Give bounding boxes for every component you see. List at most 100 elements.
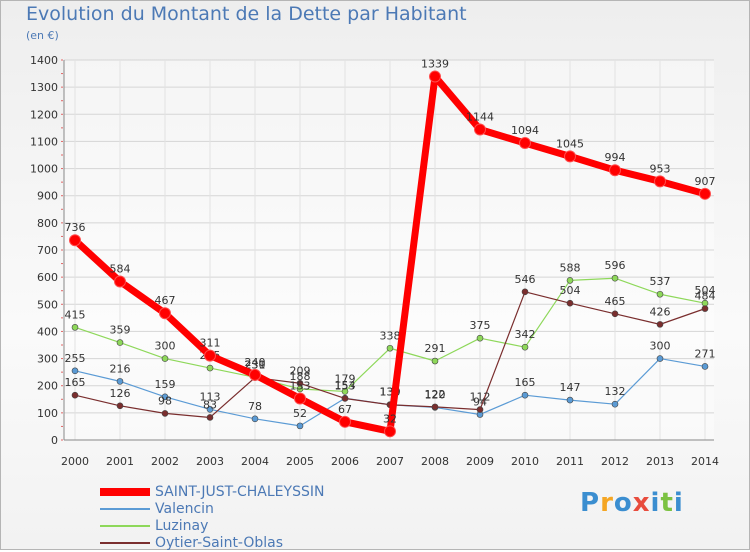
- data-label: 467: [155, 294, 176, 307]
- y-tick-label: 1100: [30, 135, 58, 148]
- data-label: 484: [695, 290, 716, 303]
- y-tick-label: 300: [37, 353, 58, 366]
- data-label: 122: [425, 388, 446, 401]
- data-point: [656, 355, 664, 362]
- y-tick-label: 1000: [30, 163, 58, 176]
- data-label: 120: [425, 388, 446, 401]
- legend-label: Luzinay: [155, 518, 209, 534]
- x-tick-label: 2005: [286, 455, 314, 468]
- data-label: 1144: [466, 110, 494, 123]
- data-point: [71, 391, 79, 399]
- data-label: 32: [383, 412, 397, 425]
- logo-letter: P: [580, 488, 601, 518]
- data-label: 230: [245, 359, 266, 372]
- data-point: [386, 344, 394, 352]
- legend-label: Oytier-Saint-Oblas: [155, 535, 284, 551]
- logo-letter: i: [673, 488, 684, 518]
- data-point: [521, 391, 529, 399]
- data-label: 147: [560, 381, 581, 394]
- data-point: [114, 275, 126, 288]
- data-point: [611, 274, 619, 282]
- data-label: 953: [650, 162, 671, 175]
- logo-letter: t: [660, 488, 674, 518]
- data-label: 342: [515, 328, 536, 341]
- data-point: [521, 343, 529, 351]
- data-label: 338: [380, 329, 401, 342]
- data-label: 375: [470, 319, 491, 332]
- x-tick-label: 2001: [106, 455, 134, 468]
- x-tick-label: 2008: [421, 455, 449, 468]
- data-label: 78: [248, 400, 262, 413]
- data-label: 165: [515, 376, 536, 389]
- data-point: [429, 70, 441, 83]
- data-point: [611, 310, 619, 318]
- data-label: 255: [65, 352, 86, 365]
- data-label: 153: [290, 379, 311, 392]
- legend-swatch: [100, 542, 150, 544]
- x-tick-label: 2002: [151, 455, 179, 468]
- chart-unit-label: (en €): [26, 29, 59, 42]
- data-label: 216: [110, 362, 131, 375]
- x-tick-label: 2007: [376, 455, 404, 468]
- data-point: [341, 395, 349, 402]
- data-label: 98: [158, 394, 172, 407]
- data-point: [611, 400, 619, 408]
- data-label: 596: [605, 259, 626, 272]
- data-label: 1339: [421, 58, 449, 71]
- data-point: [699, 187, 711, 200]
- data-label: 132: [605, 385, 626, 398]
- y-tick-label: 800: [37, 217, 58, 230]
- data-label: 240: [245, 356, 266, 369]
- y-tick-label: 100: [37, 407, 58, 420]
- data-point: [431, 403, 439, 411]
- data-label: 179: [335, 372, 356, 385]
- data-point: [69, 234, 81, 247]
- y-tick-label: 400: [37, 325, 58, 338]
- data-label: 271: [695, 347, 716, 360]
- data-point: [701, 363, 709, 370]
- data-point: [654, 175, 666, 188]
- data-point: [296, 379, 304, 387]
- data-point: [206, 406, 214, 413]
- data-point: [474, 123, 486, 136]
- data-point: [656, 290, 664, 298]
- data-point: [249, 368, 261, 381]
- data-point: [116, 339, 124, 346]
- data-point: [294, 392, 306, 405]
- chart-title: Evolution du Montant de la Dette par Hab…: [26, 3, 467, 25]
- data-point: [251, 415, 259, 423]
- x-tick-label: 2013: [646, 455, 674, 468]
- data-label: 426: [650, 305, 671, 318]
- logo-letter: x: [632, 488, 651, 518]
- data-label: 1045: [556, 137, 584, 150]
- data-point: [116, 402, 124, 410]
- legend-label: SAINT-JUST-CHALEYSSIN: [155, 484, 325, 500]
- legend-swatch: [100, 508, 150, 510]
- data-point: [161, 393, 169, 401]
- legend-swatch: [100, 488, 150, 496]
- data-label: 112: [470, 391, 491, 404]
- data-point: [204, 349, 216, 362]
- data-point: [566, 299, 574, 307]
- data-label: 67: [338, 403, 352, 416]
- legend-swatch: [100, 525, 150, 527]
- logo-letter: i: [650, 488, 661, 518]
- data-point: [431, 357, 439, 365]
- data-label: 994: [605, 151, 626, 164]
- data-point: [71, 324, 79, 331]
- y-tick-label: 1300: [30, 81, 58, 94]
- data-label: 165: [65, 376, 86, 389]
- data-point: [656, 321, 664, 328]
- data-label: 154: [335, 379, 356, 392]
- data-label: 231: [245, 358, 266, 371]
- data-label: 291: [425, 342, 446, 355]
- data-point: [116, 378, 124, 385]
- data-label: 159: [155, 378, 176, 391]
- data-label: 94: [473, 395, 487, 408]
- data-label: 52: [293, 407, 307, 420]
- y-tick-label: 900: [37, 190, 58, 203]
- data-point: [476, 334, 484, 342]
- data-label: 736: [65, 221, 86, 234]
- data-label: 311: [200, 337, 221, 350]
